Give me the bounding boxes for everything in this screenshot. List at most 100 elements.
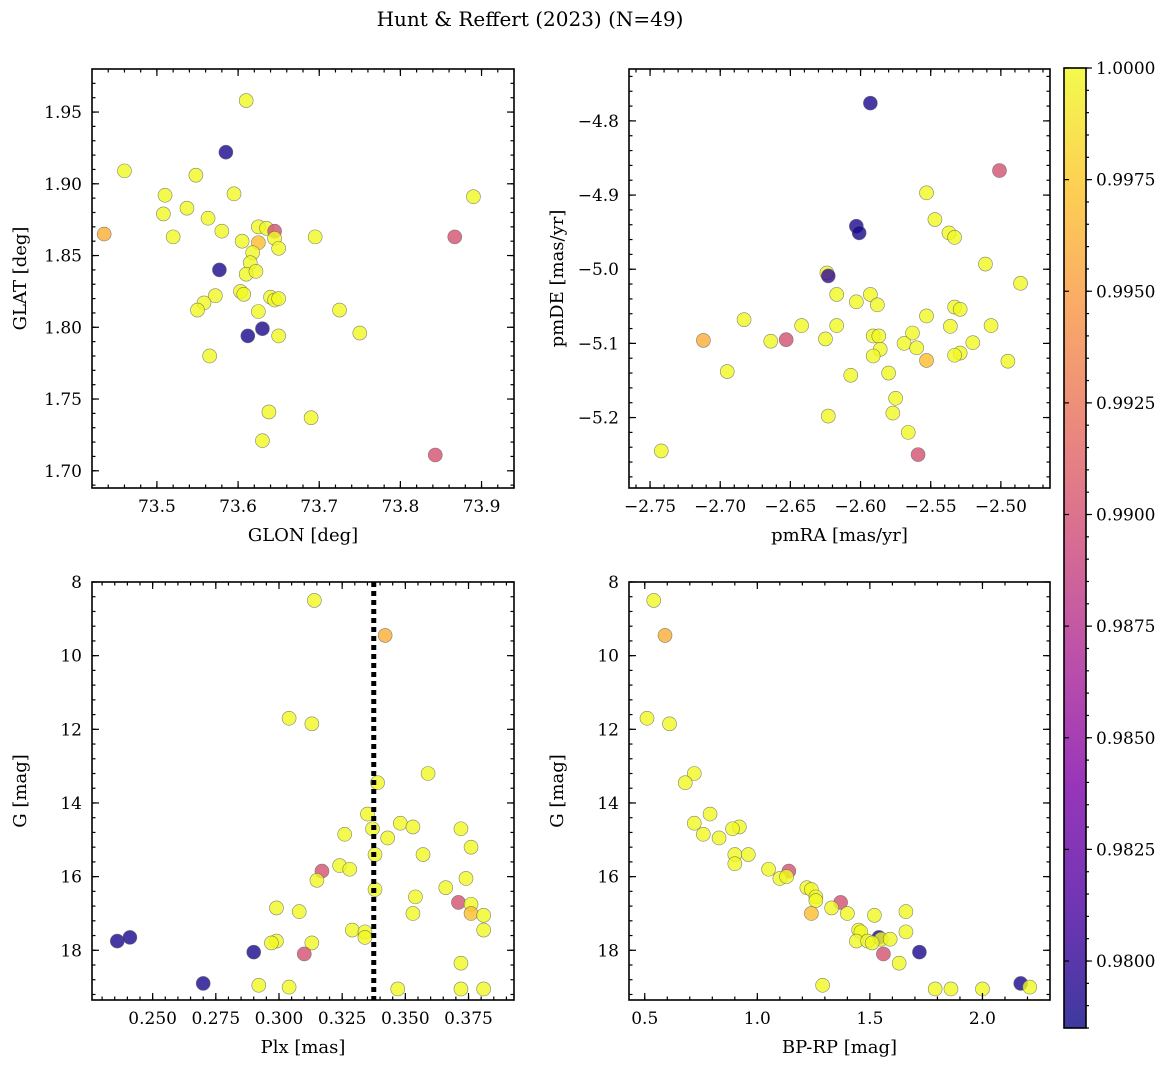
- y-axis-label: GLAT [deg]: [10, 227, 31, 331]
- colorbar-tick-label: 0.9825: [1096, 840, 1155, 860]
- data-point: [741, 847, 756, 862]
- x-tick-label: 0.300: [255, 1009, 304, 1029]
- x-tick-label: −2.60: [834, 497, 886, 517]
- data-point: [405, 906, 421, 921]
- data-point: [686, 815, 702, 831]
- data-point: [438, 880, 454, 895]
- y-tick-label: −4.8: [578, 112, 619, 132]
- data-point: [779, 869, 794, 884]
- data-point: [251, 304, 266, 319]
- x-tick-label: 2.0: [969, 1009, 996, 1029]
- data-point: [451, 895, 466, 910]
- data-point: [304, 935, 320, 951]
- y-tick-label: 1.90: [44, 175, 82, 195]
- data-point: [867, 907, 882, 923]
- data-point: [337, 826, 352, 842]
- data-point: [208, 288, 223, 304]
- data-point: [909, 340, 924, 356]
- x-tick-label: −2.65: [764, 497, 816, 517]
- data-point: [815, 977, 830, 993]
- data-point: [639, 710, 655, 726]
- colorbar-tick-label: 1.0000: [1096, 59, 1155, 79]
- y-tick-label: 10: [597, 647, 619, 667]
- data-point: [238, 93, 254, 108]
- data-point: [200, 210, 216, 226]
- data-point: [761, 861, 776, 877]
- data-point: [871, 328, 887, 344]
- data-point: [117, 163, 132, 179]
- colorbar-tick-label: 0.9800: [1096, 952, 1155, 972]
- plot-frame: [628, 68, 1051, 489]
- panel-sky: 73.5 73.6 73.7 73.8 73.9 1.70 1.75 1.80 1.85 1.90…: [10, 68, 515, 546]
- data-point: [271, 241, 286, 256]
- data-point: [896, 336, 912, 351]
- x-tick-label: 73.7: [300, 497, 338, 517]
- data-point: [466, 189, 481, 205]
- data-point: [309, 873, 325, 888]
- data-point: [711, 830, 727, 846]
- data-point: [876, 946, 891, 962]
- x-tick-label: −2.75: [624, 497, 676, 517]
- data-point: [96, 226, 112, 242]
- data-point: [307, 229, 323, 245]
- data-point: [476, 907, 491, 923]
- data-point: [653, 443, 669, 459]
- plot-frame: [91, 581, 515, 1001]
- y-tick-label: 12: [60, 720, 82, 740]
- y-tick-label: 1.85: [44, 247, 82, 267]
- colorbar: 0.9800 0.9825 0.9850 0.9875 0.9900 0.9925 0.99…: [1063, 59, 1155, 1029]
- data-point: [357, 930, 373, 945]
- data-point: [646, 593, 662, 608]
- x-tick-label: 0.5: [631, 1009, 658, 1029]
- x-axis-label: BP-RP [mag]: [782, 1037, 897, 1058]
- data-point: [695, 826, 711, 842]
- data-point: [983, 318, 999, 333]
- data-point: [415, 847, 431, 862]
- data-point: [370, 775, 385, 791]
- data-point: [447, 229, 463, 245]
- panel-color-magnitude: 0.5 1.0 1.5 2.0 8 10 12 14 16 18 BP-RP [mag] G [mag…: [547, 573, 1051, 1058]
- plot-frame: [91, 68, 515, 489]
- data-point: [978, 256, 993, 272]
- colorbar-frame: [1063, 67, 1087, 1029]
- data-point: [332, 302, 347, 318]
- data-point: [912, 944, 927, 960]
- data-point: [380, 830, 395, 846]
- data-point: [122, 930, 138, 945]
- data-point: [1022, 979, 1038, 995]
- data-point: [420, 766, 436, 781]
- data-point: [255, 321, 270, 337]
- data-point: [843, 367, 859, 383]
- data-point: [342, 861, 358, 877]
- x-tick-label: 0.375: [444, 1009, 493, 1029]
- data-point: [377, 628, 393, 643]
- y-tick-label: 16: [597, 868, 619, 888]
- x-tick-label: 73.5: [138, 497, 176, 517]
- data-point: [863, 287, 878, 302]
- colorbar-gradient: [1064, 68, 1086, 1028]
- data-point: [952, 301, 968, 317]
- data-point: [251, 977, 267, 993]
- y-tick-label: 1.75: [44, 390, 82, 410]
- data-point: [453, 981, 469, 997]
- y-tick-label: 1.95: [44, 103, 82, 123]
- y-tick-label: −5.2: [578, 409, 619, 429]
- data-point: [390, 981, 406, 997]
- data-point: [829, 287, 844, 302]
- y-tick-label: 14: [60, 794, 82, 814]
- data-point: [458, 871, 474, 886]
- y-tick-label: −5.1: [578, 334, 619, 354]
- y-tick-label: −5.0: [578, 260, 619, 280]
- data-point: [927, 981, 943, 997]
- data-point: [727, 856, 743, 872]
- data-point: [240, 328, 256, 344]
- data-point: [427, 447, 443, 463]
- colorbar-tick-label: 0.9875: [1096, 617, 1155, 637]
- x-tick-label: 0.350: [381, 1009, 430, 1029]
- data-point: [863, 95, 878, 111]
- data-point: [281, 979, 297, 995]
- x-tick-label: −2.50: [975, 497, 1027, 517]
- data-point: [190, 302, 205, 318]
- y-tick-label: 1.70: [44, 462, 82, 482]
- x-tick-label: 0.325: [318, 1009, 367, 1029]
